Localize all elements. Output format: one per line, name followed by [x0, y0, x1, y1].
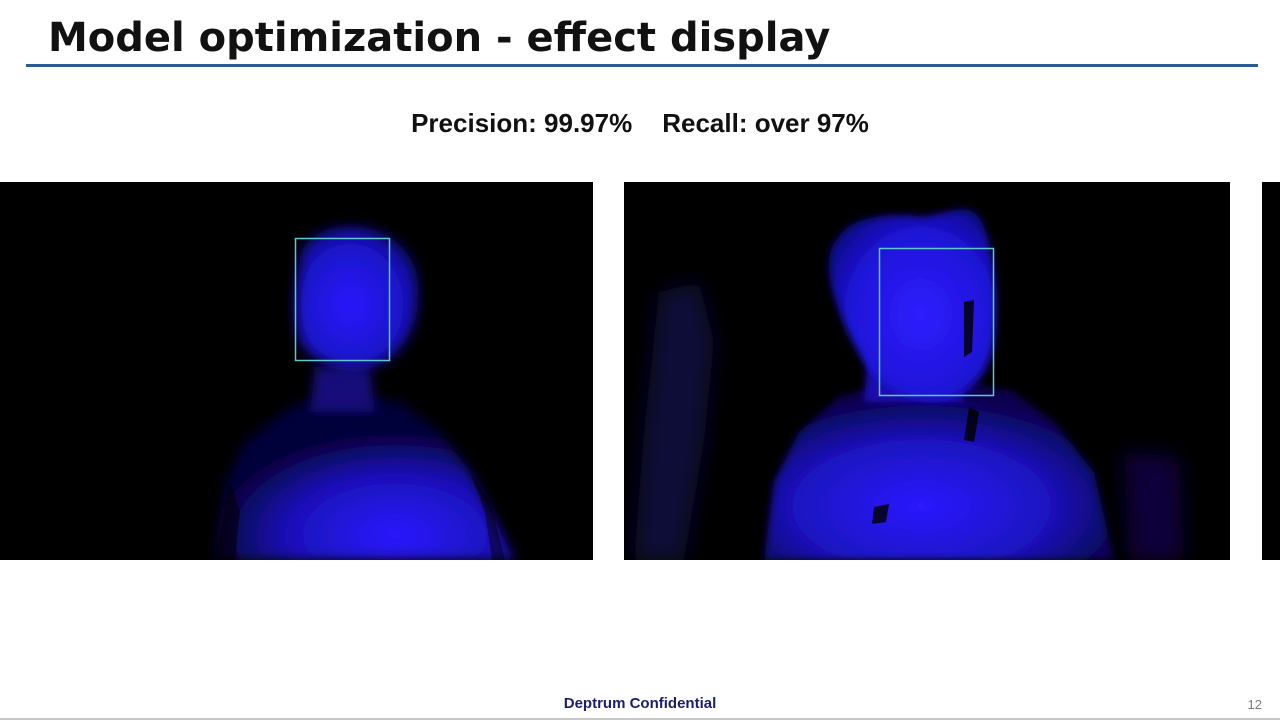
depth-image-1 — [0, 182, 593, 560]
metrics-line: Precision: 99.97% Recall: over 97% — [0, 108, 1280, 139]
head-silhouette — [829, 209, 996, 401]
slide-title: Model optimization - effect display — [48, 15, 831, 61]
depth-image-2-graphic — [624, 182, 1230, 560]
body-silhouette — [764, 380, 1114, 560]
depth-image-1-graphic — [0, 182, 593, 560]
bottom-divider — [0, 718, 1280, 720]
footer-confidential: Deptrum Confidential — [563, 695, 717, 712]
page-number: 12 — [1247, 697, 1262, 712]
precision-text: Precision: 99.97% — [411, 108, 633, 138]
neck-silhouette — [310, 367, 375, 412]
face-detection-box — [294, 237, 391, 362]
depth-image-3 — [1262, 182, 1280, 560]
head-silhouette — [295, 226, 419, 369]
face-detection-box — [878, 247, 995, 397]
title-underline — [26, 64, 1258, 67]
depth-image-2 — [624, 182, 1230, 560]
body-silhouette — [215, 392, 515, 560]
recall-text: Recall: over 97% — [662, 108, 869, 138]
